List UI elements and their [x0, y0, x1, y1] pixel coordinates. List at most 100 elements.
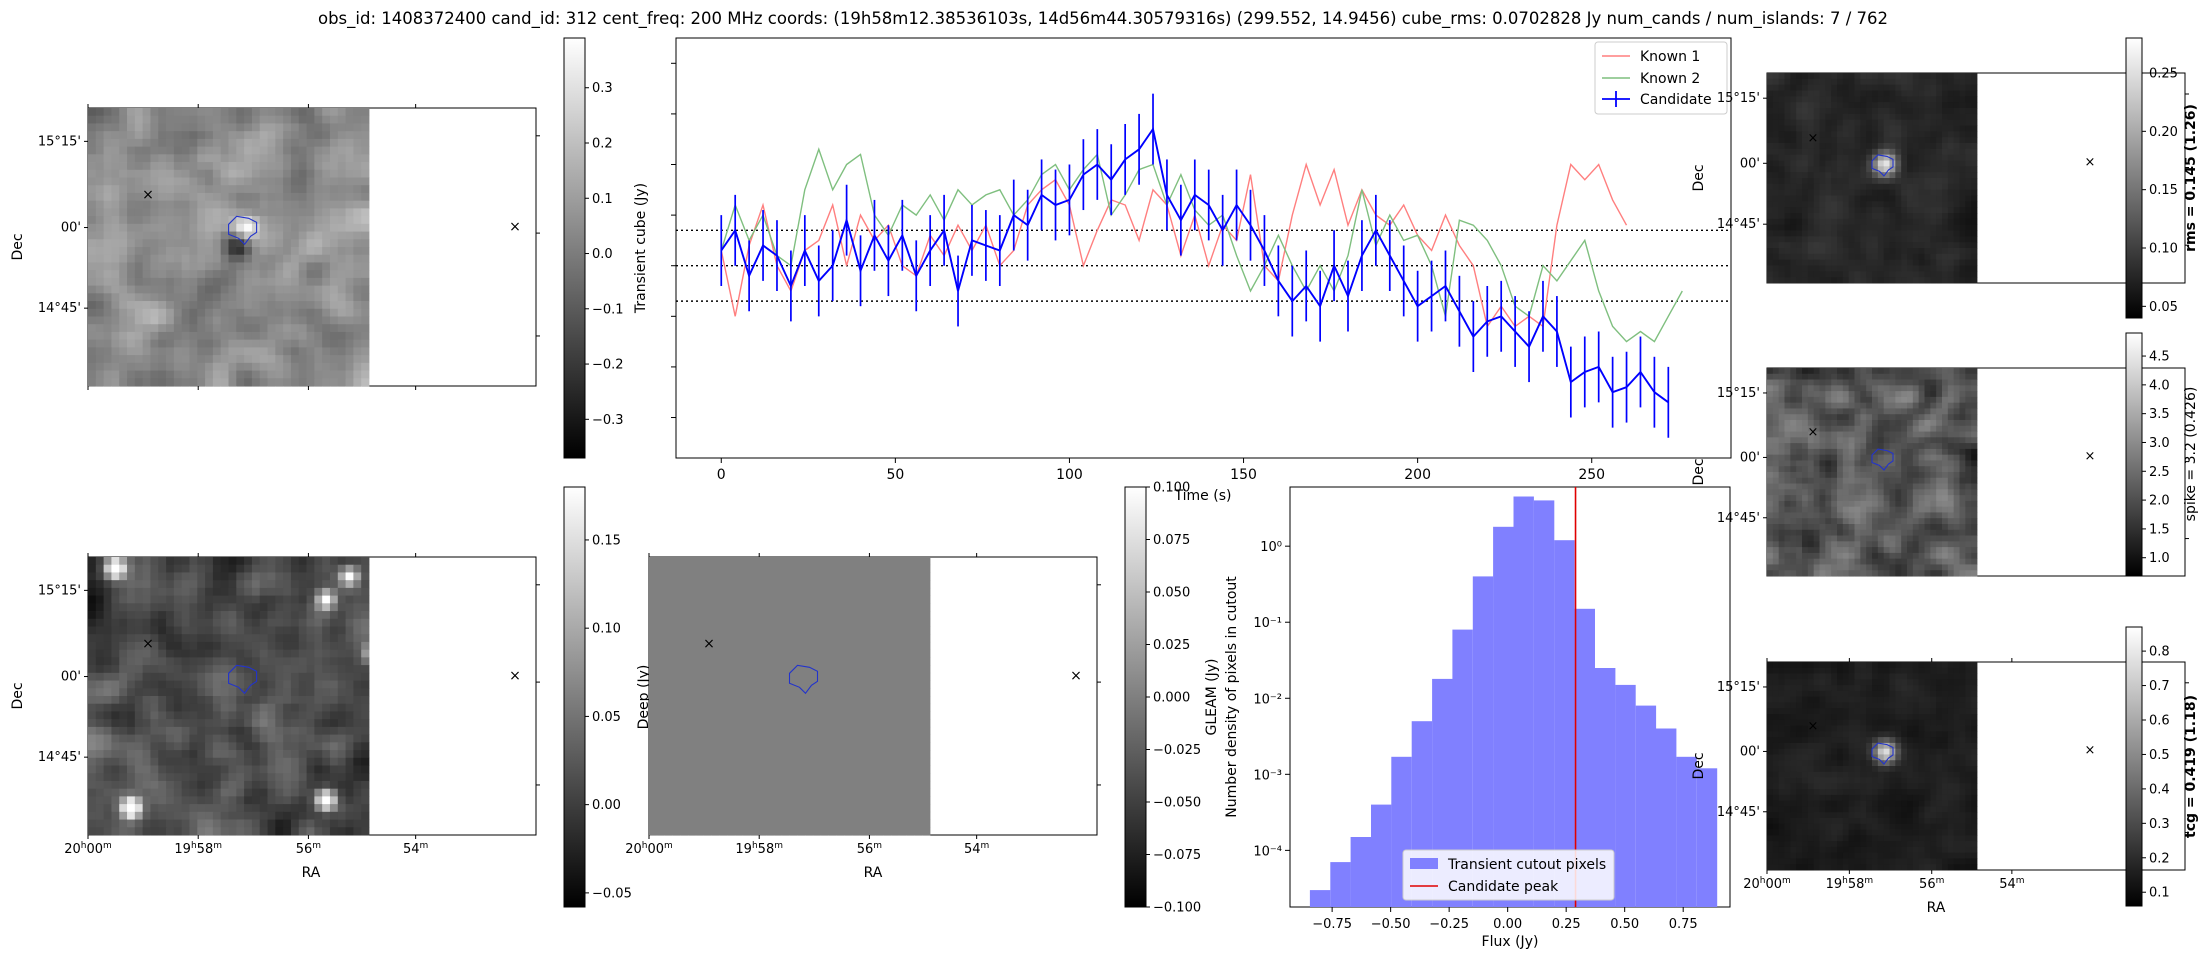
gleam-pixel: [805, 765, 814, 774]
rms-pixel: [1837, 90, 1844, 97]
gleam-pixel: [890, 734, 900, 743]
rms-pixel: [1819, 90, 1826, 97]
deep-pixel: [306, 634, 315, 643]
gleam-pixel: [890, 703, 900, 712]
transient-pixel: [142, 293, 151, 302]
gleam-pixel: [750, 757, 759, 766]
deep-pixel: [134, 696, 144, 705]
gleam-pixel: [851, 734, 861, 743]
transient-pixel: [103, 146, 112, 155]
deep-pixel: [142, 757, 151, 766]
gleam-pixel: [883, 750, 892, 759]
transient-pixel: [189, 231, 198, 240]
rms-pixel: [1767, 102, 1774, 109]
deep-pixel: [197, 634, 206, 643]
rms-pixel: [1901, 143, 1908, 150]
gleam-pixel: [898, 680, 907, 689]
gleam-pixel: [688, 819, 697, 828]
deep-pixel: [205, 618, 214, 627]
deep-pixel: [345, 719, 354, 728]
rms-pixel: [1971, 96, 1978, 103]
deep-pixel: [212, 672, 222, 681]
transient-pixel: [322, 378, 331, 387]
gleam-pixel: [781, 796, 790, 805]
deep-pixel: [95, 711, 105, 720]
gleam-pixel: [688, 618, 697, 627]
transient-pixel: [212, 254, 222, 263]
gleam-pixel: [727, 665, 736, 674]
gleam-pixel: [750, 773, 759, 782]
transient-pixel: [314, 301, 323, 310]
deep-pixel: [150, 649, 159, 658]
rms-pixel: [1965, 131, 1972, 138]
gleam-pixel: [875, 665, 884, 674]
gleam-pixel: [883, 827, 892, 836]
rms-pixel: [1819, 154, 1826, 161]
gleam-pixel: [828, 672, 837, 681]
rms-pixel: [1866, 84, 1873, 91]
transient-pixel: [361, 339, 370, 348]
gleam-pixel: [649, 672, 658, 681]
deep-pixel: [322, 757, 331, 766]
transient-pixel: [298, 362, 307, 371]
deep-pixel: [212, 750, 222, 759]
gleam-pixel: [906, 804, 915, 813]
transient-pixel: [267, 285, 276, 294]
deep-pixel: [275, 641, 284, 651]
gleam-pixel: [797, 587, 806, 597]
deep-pixel: [251, 780, 261, 790]
transient-pixel: [259, 362, 268, 371]
deep-pixel: [205, 672, 214, 681]
rms-pixel: [1860, 183, 1867, 191]
transient-pixel: [181, 162, 190, 171]
rms-pixel: [1918, 148, 1925, 156]
rms-pixel: [1889, 189, 1896, 196]
transient-pixel: [119, 231, 128, 240]
deep-pixel: [283, 780, 292, 790]
rms-pixel: [1796, 108, 1803, 115]
transient-pixel: [158, 270, 167, 279]
deep-pixel: [205, 649, 214, 658]
transient-pixel: [306, 347, 315, 356]
deep-pixel: [103, 564, 112, 573]
deep-ra-tick-label: 19h58m: [174, 841, 222, 857]
deep-pixel: [119, 657, 128, 666]
gleam-pixel: [750, 765, 759, 774]
deep-pixel: [298, 587, 307, 597]
histogram-ytick-label: 10⁻³: [1253, 768, 1282, 783]
gleam-pixel: [890, 595, 900, 604]
transient-pixel: [212, 162, 222, 171]
rms-pixel: [1877, 102, 1885, 109]
deep-pixel: [220, 626, 229, 635]
rms-pixel: [1965, 119, 1972, 126]
transient-pixel: [197, 192, 206, 202]
gleam-pixel: [836, 773, 845, 782]
gleam-pixel: [758, 811, 767, 820]
transient-pixel: [189, 115, 198, 124]
deep-pixel: [314, 657, 323, 666]
gleam-pixel: [773, 804, 783, 813]
rms-pixel: [1877, 108, 1885, 115]
deep-pixel: [189, 742, 198, 751]
deep-pixel: [244, 811, 253, 820]
rms-pixel: [1772, 96, 1780, 103]
rms-pixel: [1947, 113, 1955, 121]
transient-pixel: [361, 355, 370, 364]
gleam-pixel: [922, 827, 931, 836]
transient-pixel: [244, 177, 253, 186]
deep-pixel: [306, 611, 315, 620]
rms-pixel: [1953, 172, 1960, 179]
transient-pixel: [220, 223, 229, 232]
gleam-pixel: [703, 557, 712, 566]
deep-pixel: [322, 788, 331, 797]
transient-pixel: [103, 285, 112, 294]
transient-pixel: [259, 162, 268, 171]
gleam-cbar-tick-label: 0.025: [1153, 638, 1190, 653]
deep-pixel: [119, 719, 128, 728]
gleam-pixel: [695, 711, 705, 720]
rms-pixel: [1837, 78, 1844, 86]
transient-pixel: [95, 223, 105, 232]
deep-pixel: [181, 580, 190, 589]
transient-pixel: [103, 293, 112, 302]
rms-pixel: [1813, 189, 1820, 196]
